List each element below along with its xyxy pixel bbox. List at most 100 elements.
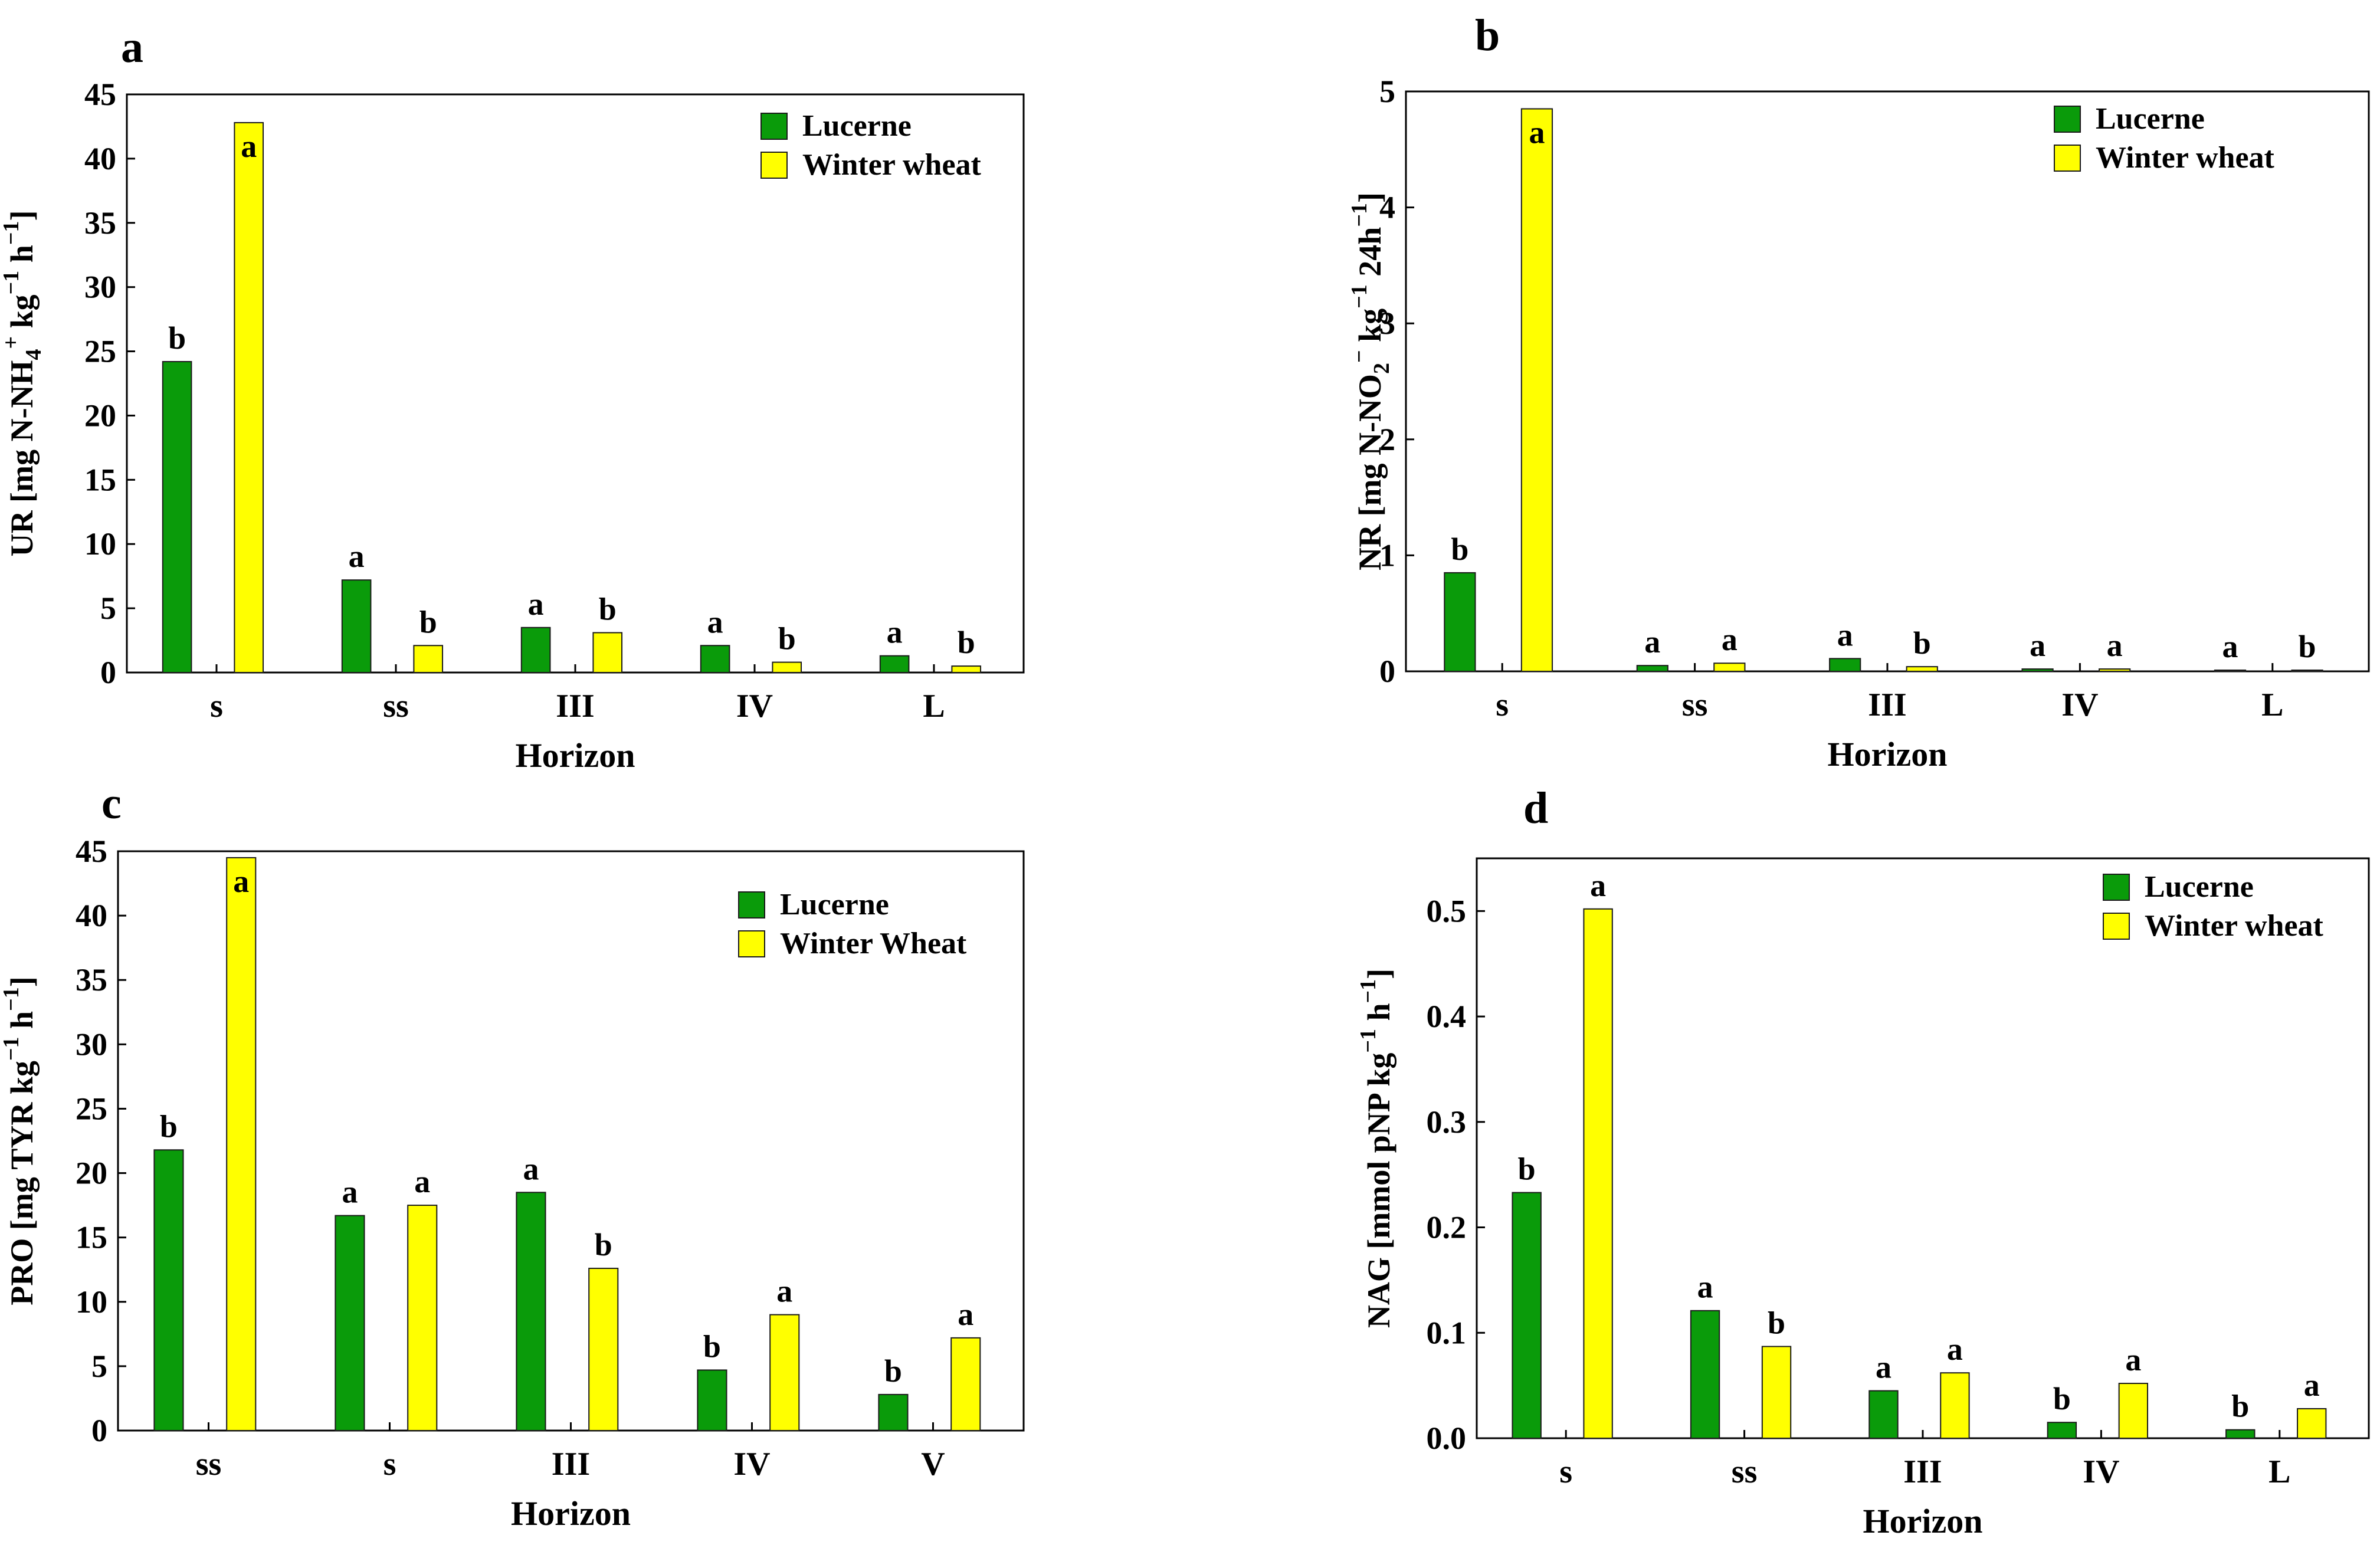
legend-label: Lucerne xyxy=(802,109,912,143)
y-label-part: ] xyxy=(1352,192,1388,203)
x-tick-label: s xyxy=(1496,687,1509,723)
bar-lucerne xyxy=(1444,572,1476,673)
bar-winter-wheat xyxy=(1520,108,1553,673)
bar-winter-wheat xyxy=(226,857,257,1431)
significance-letter: a xyxy=(1590,868,1606,903)
significance-letter: b xyxy=(884,1353,902,1389)
significance-letter: b xyxy=(1518,1152,1536,1187)
significance-letter: a xyxy=(776,1274,792,1309)
bar-lucerne xyxy=(516,1192,546,1432)
legend: Lucerne Winter wheat xyxy=(2103,870,2324,943)
bar-lucerne xyxy=(2225,1429,2256,1439)
y-label-part: −1 xyxy=(0,221,24,245)
y-axis-label: PRO [mg TYR kg−1 h−1] xyxy=(0,976,40,1305)
significance-letter: a xyxy=(958,1297,973,1332)
bar-lucerne xyxy=(878,1393,909,1431)
legend-label: Lucerne xyxy=(780,888,889,921)
significance-letter: a xyxy=(2125,1342,2141,1377)
legend: Lucerne Winter Wheat xyxy=(738,888,967,960)
y-tick-label: 0.5 xyxy=(1427,893,1467,929)
y-label-part: h xyxy=(4,1011,40,1037)
x-tick-label: IV xyxy=(733,1446,770,1482)
panel-c: c 0 5 10 15 20 25 30 35 40 45 ss b a s a a III a b IV b a Vb a Ho… xyxy=(0,779,1025,1533)
significance-letter: a xyxy=(528,586,544,622)
bar-winter-wheat xyxy=(951,665,982,673)
y-label-part: ] xyxy=(1361,969,1396,979)
legend-swatch-lucerne xyxy=(738,891,765,919)
y-label-part: 4 xyxy=(21,349,46,360)
bar-winter-wheat xyxy=(1583,908,1613,1439)
significance-letter: b xyxy=(2231,1389,2249,1424)
panel-letter: c xyxy=(101,779,122,828)
y-tick-label: 0.4 xyxy=(1427,999,1467,1034)
significance-letter: a xyxy=(2030,628,2045,663)
x-tick-label: L xyxy=(2261,687,2283,723)
y-tick-label: 1 xyxy=(1379,537,1395,573)
bar-lucerne xyxy=(1512,1192,1542,1439)
bar-lucerne xyxy=(162,360,192,673)
bar-winter-wheat xyxy=(413,645,444,674)
significance-letter: a xyxy=(523,1151,539,1186)
y-tick-label: 15 xyxy=(76,1220,107,1255)
x-tick-label: III xyxy=(552,1446,590,1482)
y-label-part: −1 xyxy=(1356,1029,1381,1053)
y-tick-label: 3 xyxy=(1379,306,1395,341)
legend-swatch-winter-wheat xyxy=(738,930,765,957)
x-tick-label: ss xyxy=(196,1446,222,1482)
bar-lucerne xyxy=(153,1149,184,1431)
x-tick-label: III xyxy=(556,688,594,724)
y-label-part: ] xyxy=(4,211,40,221)
y-label-part: 24h xyxy=(1352,227,1388,285)
legend-swatch-lucerne xyxy=(760,113,788,140)
x-axis-label: Horizon xyxy=(516,736,635,775)
y-tick-label: 0.3 xyxy=(1427,1104,1467,1140)
significance-letter: a xyxy=(233,864,249,899)
y-axis-label: NAG [mmol pNP kg−1 h−1] xyxy=(1356,969,1396,1328)
significance-letter: b xyxy=(168,320,186,356)
y-label-part: h xyxy=(4,245,40,271)
x-tick-label: s xyxy=(210,688,223,724)
y-tick-label: 5 xyxy=(100,591,116,626)
bar-winter-wheat xyxy=(1713,662,1746,673)
legend-label: Winter wheat xyxy=(2145,909,2324,943)
bar-lucerne xyxy=(2021,668,2054,672)
y-label-part: −1 xyxy=(0,1037,24,1061)
legend-swatch-winter-wheat xyxy=(760,152,788,179)
bar-winter-wheat xyxy=(588,1268,619,1432)
bar-winter-wheat xyxy=(2297,1408,2327,1439)
y-tick-label: 5 xyxy=(1379,74,1395,109)
y-tick-label: 2 xyxy=(1379,422,1395,457)
y-tick-label: 0 xyxy=(100,655,116,690)
y-label-part: NAG [mmol pNP kg xyxy=(1361,1053,1396,1328)
y-label-part: −1 xyxy=(0,987,24,1011)
significance-letter: b xyxy=(419,604,437,639)
significance-letter: a xyxy=(1837,617,1853,652)
legend-swatch-lucerne xyxy=(2054,106,2081,133)
bar-lucerne xyxy=(1829,658,1861,673)
bar-lucerne xyxy=(2047,1422,2077,1439)
legend-swatch-lucerne xyxy=(2103,874,2130,901)
bar-winter-wheat xyxy=(592,632,623,673)
bar-lucerne xyxy=(879,655,910,673)
y-label-part: −1 xyxy=(1347,284,1372,309)
significance-letter: a xyxy=(1722,622,1738,657)
legend: Lucerne Winter wheat xyxy=(760,109,982,182)
y-label-part: NR [mg N-NO xyxy=(1352,374,1388,570)
bar-winter-wheat xyxy=(2291,670,2323,672)
bar-lucerne xyxy=(697,1369,727,1431)
bar-lucerne xyxy=(2214,670,2247,672)
bar-winter-wheat xyxy=(407,1205,438,1431)
significance-letter: a xyxy=(887,615,903,650)
x-tick-label: ss xyxy=(383,688,409,724)
y-label-part: h xyxy=(1361,1003,1396,1029)
bar-lucerne xyxy=(700,645,730,674)
x-tick-label: III xyxy=(1868,687,1906,723)
y-tick-label: 25 xyxy=(84,334,116,369)
y-axis-label: UR [mg N-NH4+ kg−1 h−1] xyxy=(0,211,46,557)
significance-letter: b xyxy=(778,621,796,657)
y-label-part: PRO [mg TYR kg xyxy=(4,1061,40,1305)
y-tick-label: 35 xyxy=(84,205,116,241)
y-tick-label: 20 xyxy=(76,1156,107,1191)
